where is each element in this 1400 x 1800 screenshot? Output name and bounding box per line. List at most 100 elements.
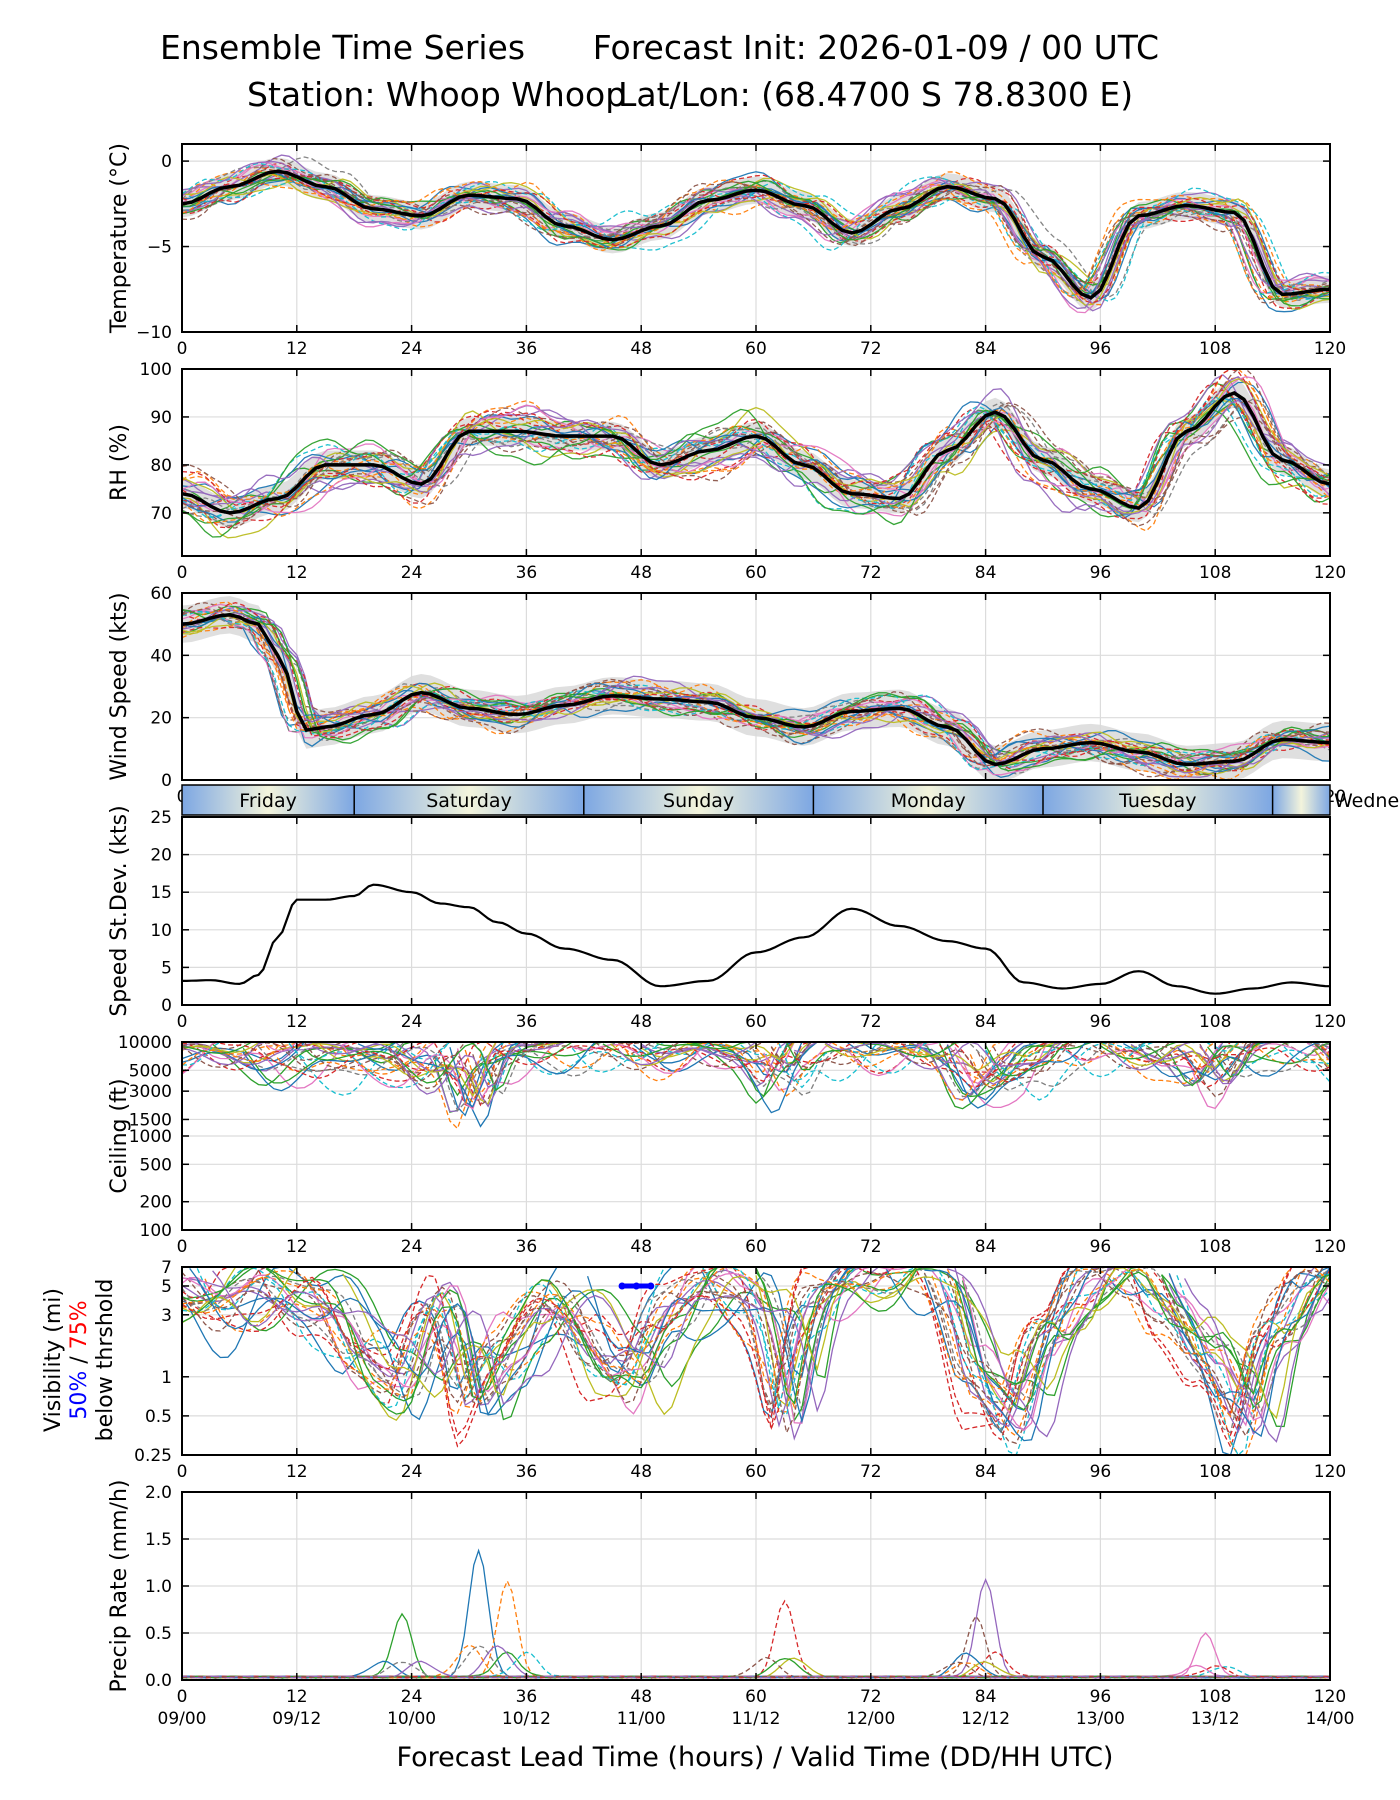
wind_speed-member-line: [181, 603, 1331, 776]
ceiling-xtick-label: 48: [630, 1237, 652, 1257]
day-cell-monday: Monday: [812, 785, 1043, 815]
rh-member-line: [181, 374, 1331, 513]
ceiling-xtick-label: 84: [975, 1237, 997, 1257]
precip_rate-xtick-label: 120: [1314, 1687, 1346, 1707]
rh-mean-line: [181, 391, 1331, 515]
ceiling-ytick-label: 500: [140, 1155, 172, 1175]
visibility-xtick-label: 72: [860, 1462, 882, 1482]
ceiling-ytick-label: 5000: [129, 1061, 172, 1081]
title-right: Forecast Init: 2026-01-09 / 00 UTC: [592, 28, 1159, 67]
threshold-slash: /: [67, 1349, 92, 1370]
panel-temperature: 0−5−100 12 24 36 48 60 72 84 96 108 120Temperature…: [107, 143, 1346, 359]
wind_speed-member-line: [181, 626, 1331, 772]
temperature-xtick-label: 48: [630, 339, 652, 359]
precip_rate-xtick-label: 48: [630, 1687, 652, 1707]
speed_stdev-xtick-label: 72: [860, 1012, 882, 1032]
visibility-xtick-label: 48: [630, 1462, 652, 1482]
wind_speed-ytick-label: 20: [150, 709, 172, 729]
visibility-ytick-label: 1: [161, 1368, 172, 1388]
precip_rate-xtick-label: 84: [975, 1687, 997, 1707]
day-cell-label: Saturday: [426, 790, 512, 812]
visibility-member-line: [181, 1266, 1331, 1434]
speed_stdev-xtick-label: 120: [1314, 1012, 1346, 1032]
temperature-xtick-label: 36: [516, 339, 538, 359]
panel-visibility: 75 3 1 0.5 0.250 12 24 36 48 60 72 84 96 108 120: [134, 1258, 1346, 1482]
wind_speed-member-line: [181, 618, 1331, 770]
visibility-xtick-label: 24: [401, 1462, 423, 1482]
day-cell-label: Sunday: [663, 790, 734, 812]
threshold-50-label: 50%: [67, 1371, 92, 1420]
panel-speed_stdev: 0 5 10 15 20 25 0 12 24 36 48 60 72 84 96 108 120 Speed S…: [107, 805, 1346, 1032]
ceiling-member-line: [181, 1041, 1331, 1112]
speed_stdev-ytick-label: 20: [150, 846, 172, 866]
visibility-label-line1: Visibility (mi): [41, 1288, 66, 1432]
latlon-label: Lat/Lon: (68.4700 S 78.8300 E): [618, 75, 1134, 114]
temperature-ytick-label: −10: [136, 323, 172, 343]
visibility-xtick-label: 36: [516, 1462, 538, 1482]
rh-member-line: [181, 401, 1331, 527]
visibility-ytick-label: 0.25: [134, 1446, 172, 1466]
day-cell-background: [583, 785, 814, 815]
temperature-member-line: [181, 168, 1331, 305]
rh-member-line: [181, 399, 1331, 520]
day-cell-background: [813, 785, 1043, 815]
precip_rate-xtick-label: 108: [1199, 1687, 1231, 1707]
rh-member-line: [181, 376, 1331, 514]
valid-time-label: 12/12: [961, 1709, 1010, 1729]
day-strip-frame: [181, 784, 1331, 816]
visibility-xtick-label: 84: [975, 1462, 997, 1482]
visibility-xtick-label: 0: [177, 1462, 188, 1482]
rh-xtick-label: 120: [1314, 563, 1346, 583]
visibility-xtick-label: 60: [745, 1462, 767, 1482]
ceiling-xtick-label: 72: [860, 1237, 882, 1257]
valid-time-label: 11/12: [732, 1709, 781, 1729]
temperature-xtick-label: 24: [401, 339, 423, 359]
precip_rate-xtick-label: 12: [286, 1687, 308, 1707]
speed_stdev-xtick-label: 36: [516, 1012, 538, 1032]
valid-time-label: 10/12: [502, 1709, 551, 1729]
temperature-xtick-label: 0: [177, 339, 188, 359]
panel-precip_rate: 0.0 0.5 1.0 1.5 2.0 0 12 24 36 48 60 72 84 96 108 120 Pr…: [107, 1480, 1346, 1707]
visibility-xtick-label: 12: [286, 1462, 308, 1482]
rh-member-line: [181, 404, 1331, 524]
visibility-member-line: [181, 1266, 1331, 1418]
rh-ytick-label: 90: [150, 408, 172, 428]
speed_stdev-xtick-label: 0: [177, 1012, 188, 1032]
ceiling-xtick-label: 96: [1090, 1237, 1112, 1257]
valid-time-label: 10/00: [387, 1709, 436, 1729]
visibility-member-line: [181, 1266, 1331, 1415]
temperature-xtick-label: 108: [1199, 339, 1231, 359]
precip_rate-xtick-label: 60: [745, 1687, 767, 1707]
visibility-member-line: [181, 1266, 1331, 1441]
ceiling-member-line: [258, 1041, 1331, 1096]
temperature-member-line: [181, 166, 1331, 301]
day-cell-label: Wedne: [1334, 790, 1399, 812]
precip_rate-ytick-label: 0.5: [145, 1624, 172, 1644]
ceiling-xtick-label: 0: [177, 1237, 188, 1257]
ceiling-member-line: [220, 1041, 1331, 1083]
valid-time-label: 14/00: [1306, 1709, 1355, 1729]
x-axis-label: Forecast Lead Time (hours) / Valid Time …: [397, 1742, 1114, 1773]
temperature-xtick-label: 60: [745, 339, 767, 359]
rh-xtick-label: 36: [516, 563, 538, 583]
precip_rate-ylabel: Precip Rate (mm/h): [107, 1480, 132, 1693]
precip_rate-xtick-label: 36: [516, 1687, 538, 1707]
day-cell-label: Monday: [891, 790, 966, 812]
wind_speed-ytick-label: 0: [161, 771, 172, 791]
rh-member-line: [181, 397, 1331, 519]
speed_stdev-ytick-label: 15: [150, 883, 172, 903]
temperature-xtick-label: 120: [1314, 339, 1346, 359]
ceiling-xtick-label: 12: [286, 1237, 308, 1257]
visibility-member-line: [181, 1266, 1331, 1432]
rh-xtick-label: 96: [1090, 563, 1112, 583]
valid-time-label: 09/00: [158, 1709, 207, 1729]
ceiling-xtick-label: 120: [1314, 1237, 1346, 1257]
temperature-xtick-label: 96: [1090, 339, 1112, 359]
speed_stdev-xtick-label: 108: [1199, 1012, 1231, 1032]
speed_stdev-xtick-label: 96: [1090, 1012, 1112, 1032]
precip_rate-xtick-label: 96: [1090, 1687, 1112, 1707]
valid-time-label: 13/12: [1191, 1709, 1240, 1729]
ceiling-xtick-label: 24: [401, 1237, 423, 1257]
valid-time-label: 11/00: [617, 1709, 666, 1729]
day-cell-wedne: Wedne: [1271, 785, 1399, 815]
